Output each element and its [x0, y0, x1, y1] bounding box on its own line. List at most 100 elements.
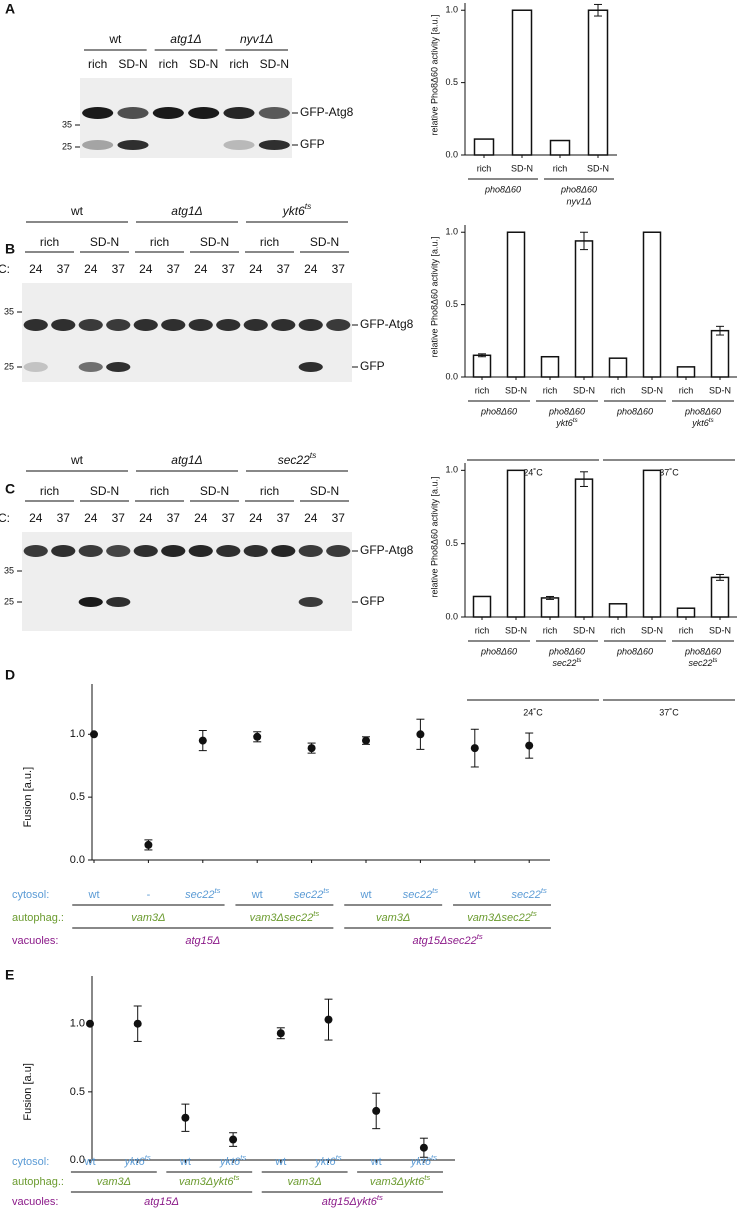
group-label: pho8Δ60 [684, 406, 721, 416]
superscript: ts [233, 1173, 239, 1182]
row-label: cytosol: [12, 1156, 49, 1168]
bar [506, 231, 526, 378]
text-part: ykt6 [219, 1156, 241, 1168]
superscript: ts [323, 886, 329, 895]
x-tick-label: rich [543, 625, 558, 635]
condition-label: SD-N [90, 235, 119, 249]
autophag-label: vam3Δykt6ts [370, 1173, 431, 1188]
band [117, 107, 149, 119]
condition-label: rich [260, 235, 279, 249]
y-axis-label: relative Pho8Δ60 activity [a.u.] [429, 476, 439, 597]
text-part: vam3Δykt6 [179, 1176, 234, 1188]
superscript: ts [709, 417, 715, 424]
vacuoles-label: atg15Δ [185, 935, 220, 947]
temp-label: 37 [332, 262, 346, 276]
x-tick-label: SD-N [511, 163, 533, 173]
text-part: vam3Δsec22 [250, 912, 314, 924]
marker-label: 35 [62, 119, 72, 129]
band [188, 545, 213, 557]
blot-image [22, 532, 352, 631]
x-tick-label: rich [553, 163, 568, 173]
cytosol-label: ykt6ts [314, 1153, 341, 1168]
band [326, 319, 351, 331]
band [106, 597, 131, 607]
bar [511, 9, 533, 156]
temp-label: 37 [167, 262, 181, 276]
cytosol-label: wt [84, 1156, 96, 1168]
x-tick-label: rich [679, 625, 694, 635]
superscript: ts [477, 932, 483, 941]
temp-label: 24˚C [523, 467, 543, 477]
x-tick-label: rich [475, 385, 490, 395]
x-tick-label: SD-N [709, 625, 731, 635]
row-label: cytosol: [12, 889, 49, 901]
y-tick-label: 0.5 [445, 538, 458, 548]
x-tick-label: SD-N [587, 163, 609, 173]
temp-label: 37 [277, 262, 291, 276]
cytosol-label: sec22ts [185, 886, 220, 901]
group-label: sec22ts [689, 657, 719, 668]
group-label: pho8Δ60 [480, 646, 517, 656]
band [82, 140, 114, 150]
temp-label: 24˚C [523, 707, 543, 717]
group-label: pho8Δ60 [480, 406, 517, 416]
bar [608, 357, 628, 378]
data-point [181, 1113, 190, 1122]
bar [472, 354, 492, 378]
condition-label: SD-N [200, 235, 229, 249]
cytosol-label: wt [251, 889, 263, 901]
condition-label: rich [40, 484, 59, 498]
temp-unit: ˚C: [0, 511, 10, 525]
panel-label: B [5, 241, 15, 257]
band [106, 319, 131, 331]
superscript: ts [377, 1193, 383, 1202]
temp-label: 24 [249, 262, 263, 276]
band [243, 319, 268, 331]
condition-label: rich [229, 57, 248, 71]
cytosol-label: ykt6ts [219, 1153, 246, 1168]
temp-label: 24 [194, 262, 208, 276]
superscript: ts [240, 1153, 246, 1162]
bar [506, 469, 526, 618]
data-point [198, 736, 207, 745]
marker-label: 35 [4, 306, 14, 316]
text-part: vam3Δykt6 [370, 1176, 425, 1188]
band [216, 545, 241, 557]
autophag-label: vam3Δsec22ts [467, 909, 537, 924]
cytosol-label: wt [468, 889, 480, 901]
text-part: ykt6 [410, 1156, 432, 1168]
panel-label: C [5, 481, 15, 497]
x-tick-label: rich [679, 385, 694, 395]
band [298, 319, 323, 331]
superscript: ts [713, 657, 719, 664]
strain-label: wt [70, 453, 84, 467]
cytosol-label: wt [360, 889, 372, 901]
data-point [90, 730, 98, 739]
row-label: vacuoles: [12, 935, 58, 947]
cytosol-label: wt [179, 1156, 191, 1168]
superscript: ts [431, 1153, 437, 1162]
temp-label: 37˚C [659, 467, 679, 477]
band-label: GFP [360, 594, 385, 608]
condition-label: rich [88, 57, 107, 71]
text-part: sec22 [403, 889, 432, 901]
text-part: sec22 [278, 453, 310, 467]
x-tick-label: SD-N [505, 385, 527, 395]
temp-label: 37˚C [659, 707, 679, 717]
band [161, 319, 186, 331]
temp-label: 37 [167, 511, 181, 525]
temp-label: 24 [249, 511, 263, 525]
band [23, 319, 48, 331]
band-label: GFP [300, 137, 325, 151]
autophag-label: vam3Δykt6ts [179, 1173, 240, 1188]
y-axis-label: Fusion [a.u] [22, 1063, 34, 1120]
band-label: GFP [360, 359, 385, 373]
text-part: ykt6 [555, 418, 573, 428]
temp-label: 37 [222, 511, 236, 525]
band-label: GFP-Atg8 [360, 543, 414, 557]
band [271, 319, 296, 331]
text-part: ykt6 [124, 1156, 146, 1168]
strain-label: atg1Δ [170, 32, 201, 46]
group-label: pho8Δ60 [548, 406, 585, 416]
bar [642, 469, 662, 618]
